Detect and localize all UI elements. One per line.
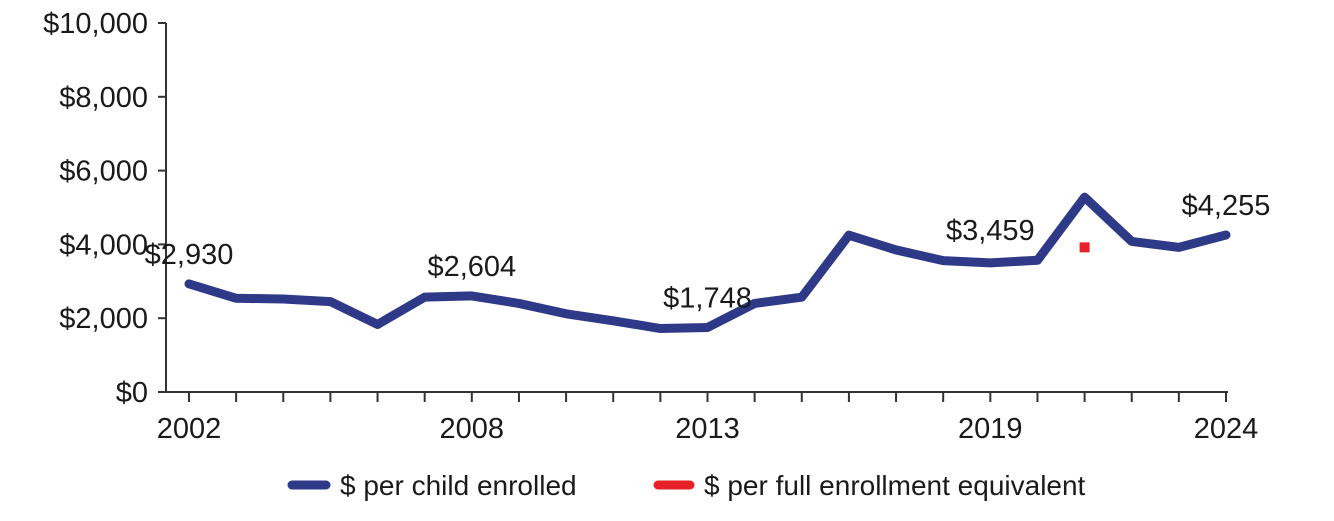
y-tick-label: $6,000: [59, 156, 148, 188]
data-labels: $2,930 $2,604 $1,748 $3,459 $4,255: [145, 190, 1271, 315]
legend-item-per-child-enrolled: $ per child enrolled: [287, 470, 577, 501]
point-per-full-enrollment-equivalent: [1079, 242, 1090, 253]
x-tick-label: 2002: [157, 413, 222, 445]
legend: $ per child enrolled $ per full enrollmen…: [287, 470, 1086, 501]
data-label: $3,459: [946, 215, 1035, 247]
x-tick-label: 2024: [1194, 413, 1259, 445]
y-axis: $0 $2,000 $4,000 $6,000 $8,000 $10,000: [43, 8, 167, 409]
data-label: $2,604: [427, 251, 516, 283]
x-tick-label: 2019: [958, 413, 1023, 445]
series-line-per-child-enrolled: [184, 192, 1231, 334]
x-tick-label: 2013: [675, 413, 740, 445]
legend-item-per-full-enrollment-equivalent: $ per full enrollment equivalent: [653, 470, 1086, 501]
series-layer: [184, 192, 1231, 334]
legend-label: $ per child enrolled: [340, 470, 577, 501]
x-axis: 2002 2008 2013 2019 2024: [157, 391, 1259, 445]
x-tick-label: 2008: [440, 413, 505, 445]
y-tick-label: $0: [116, 377, 148, 409]
y-tick-label: $8,000: [59, 82, 148, 114]
legend-label: $ per full enrollment equivalent: [704, 470, 1086, 501]
y-tick-label: $4,000: [59, 229, 148, 261]
data-label: $2,930: [145, 239, 234, 271]
data-label: $1,748: [663, 282, 752, 314]
data-label: $4,255: [1182, 190, 1271, 222]
y-tick-label: $2,000: [59, 303, 148, 335]
y-tick-label: $10,000: [43, 8, 148, 40]
